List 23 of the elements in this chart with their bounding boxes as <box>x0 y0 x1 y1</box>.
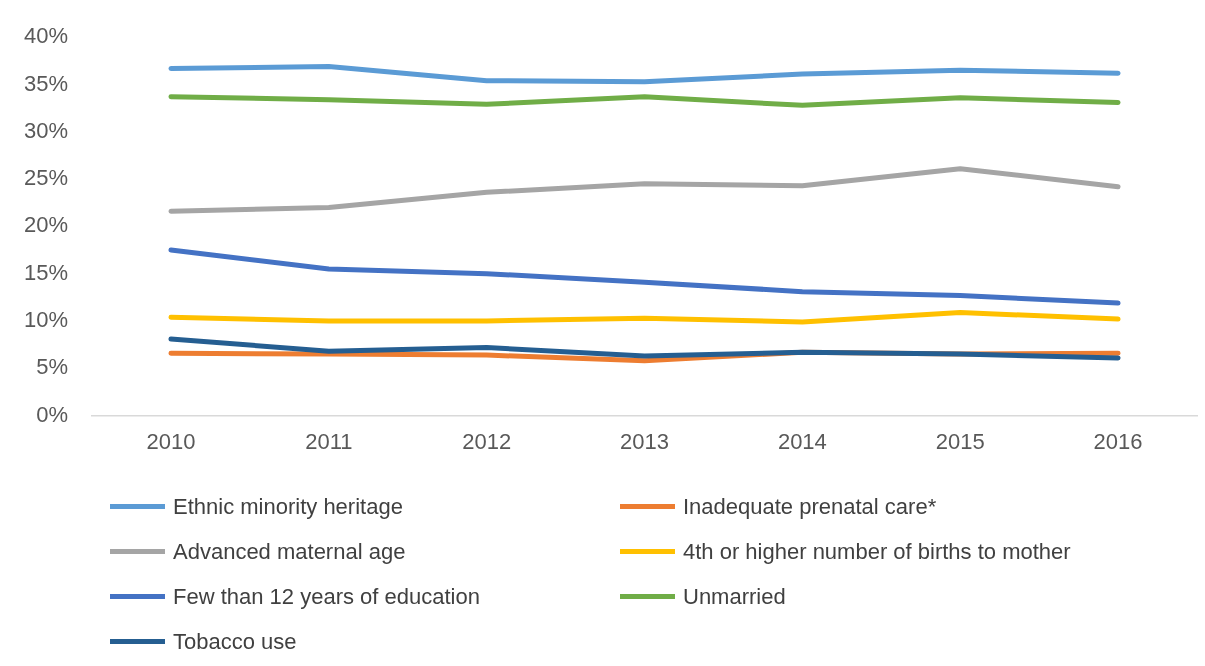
legend-label: Tobacco use <box>173 628 297 655</box>
y-tick-label: 20% <box>23 212 69 238</box>
x-tick-label: 2012 <box>462 428 512 454</box>
y-tick-label: 25% <box>23 165 69 191</box>
x-tick-label: 2013 <box>620 428 669 454</box>
x-tick-label: 2014 <box>777 428 827 454</box>
x-tick-label: 2011 <box>305 428 353 454</box>
legend-label: Ethnic minority heritage <box>173 493 403 520</box>
legend-label: 4th or higher number of births to mother <box>683 538 1071 565</box>
y-tick-label: 30% <box>23 117 69 143</box>
legend-label: Few than 12 years of education <box>173 583 480 610</box>
y-tick-label: 15% <box>23 259 69 285</box>
legend-label: Advanced maternal age <box>173 538 406 565</box>
legend-label: Unmarried <box>683 583 786 610</box>
x-tick-label: 2010 <box>146 428 196 454</box>
x-tick-label: 2016 <box>1093 428 1143 454</box>
y-tick-label: 35% <box>23 70 69 96</box>
legend-label: Inadequate prenatal care* <box>683 493 937 520</box>
y-tick-label: 5% <box>36 354 69 380</box>
y-tick-label: 10% <box>23 307 69 333</box>
y-tick-label: 40% <box>23 23 69 49</box>
x-tick-label: 2015 <box>935 428 985 454</box>
y-tick-label: 0% <box>36 401 69 427</box>
